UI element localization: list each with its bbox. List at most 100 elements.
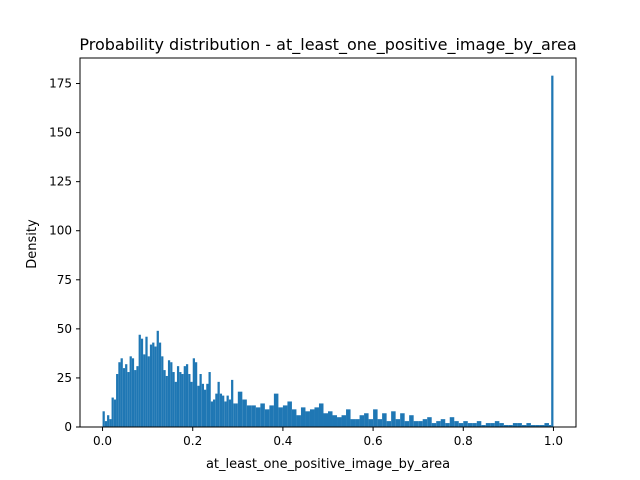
histogram-bar (422, 419, 428, 427)
histogram-bar (494, 421, 500, 427)
x-tick-label: 0.2 (183, 434, 202, 448)
y-tick-label: 75 (57, 273, 72, 287)
histogram-bar (206, 383, 209, 427)
histogram-bar (208, 372, 211, 427)
histogram-bar (436, 421, 441, 427)
histogram-bar (161, 356, 164, 427)
histogram-bar (328, 411, 333, 427)
histogram-bar (526, 423, 531, 427)
histogram-bar (251, 405, 256, 427)
histogram-bar (296, 415, 301, 427)
histogram-bar (111, 397, 114, 427)
histogram-bar (291, 409, 297, 427)
histogram-bar (152, 342, 155, 427)
histogram-bar (364, 413, 369, 427)
histogram-bar (512, 423, 518, 427)
histogram-bar (269, 405, 274, 427)
histogram-bar (463, 421, 468, 427)
histogram-bar (445, 423, 450, 427)
histogram-bar (149, 344, 153, 427)
histogram-bar (172, 372, 175, 427)
histogram-bar (134, 370, 137, 427)
histogram-bar (194, 362, 198, 427)
histogram-bar (131, 358, 135, 427)
histogram-bar (551, 75, 554, 427)
histogram-bar (163, 370, 166, 427)
histogram-bar (431, 423, 437, 427)
histogram-bar (260, 403, 265, 427)
histogram-bar (197, 385, 200, 427)
x-tick-label: 1.0 (544, 434, 563, 448)
histogram-bar (476, 421, 482, 427)
histogram-bar (158, 342, 162, 427)
histogram-bar (127, 372, 130, 427)
histogram-bar (454, 421, 459, 427)
histogram-bar (499, 423, 504, 427)
histogram-bar (539, 425, 545, 427)
histogram-bar (113, 399, 117, 427)
plot-frame (79, 57, 577, 428)
histogram-bar (395, 419, 401, 427)
y-tick-label: 175 (49, 77, 72, 91)
histogram-bar (242, 399, 247, 427)
histogram-bar (156, 330, 159, 427)
histogram-bar (129, 356, 132, 427)
histogram-bar (346, 409, 351, 427)
histogram-bar (143, 354, 146, 427)
histogram-bar (147, 356, 150, 427)
histogram-bar (109, 419, 112, 427)
histogram-bar (427, 417, 432, 427)
x-tick-label: 0.0 (93, 434, 112, 448)
histogram-bar (145, 336, 148, 427)
histogram-bar (255, 407, 261, 427)
histogram-bar (199, 374, 202, 427)
y-tick-label: 125 (49, 175, 72, 189)
x-tick-label: 0.6 (364, 434, 383, 448)
histogram-bar (246, 405, 252, 427)
histogram-bar (409, 415, 414, 427)
histogram-bar (373, 409, 378, 427)
histogram-bar (217, 381, 220, 427)
histogram-bar (116, 374, 119, 427)
histogram-bar (237, 391, 243, 427)
histogram-bar (185, 364, 189, 427)
histogram-bar (215, 393, 218, 427)
histogram-bar (235, 403, 238, 427)
y-tick-label: 0 (64, 420, 72, 434)
y-tick-label: 150 (49, 126, 72, 140)
histogram-bar (154, 346, 157, 427)
y-tick-label: 100 (49, 224, 72, 238)
histogram-bar (391, 411, 396, 427)
histogram-bar (204, 389, 207, 427)
histogram-bar (165, 375, 168, 427)
histogram-bar (472, 423, 477, 427)
histogram-bar (467, 423, 473, 427)
histogram-bar (138, 334, 141, 427)
histogram-bar (167, 360, 171, 427)
histogram-bar (183, 366, 186, 427)
histogram-bar (233, 403, 236, 427)
histogram-bar (188, 374, 191, 427)
x-axis-ticks: 0.0 0.2 0.4 0.6 0.8 1.0 (93, 427, 563, 448)
histogram-bar (359, 415, 365, 427)
histogram-bar (273, 393, 279, 427)
histogram-bar (458, 423, 464, 427)
histogram-bar (413, 421, 419, 427)
histogram-bar (176, 366, 180, 427)
histogram-bar (201, 383, 204, 427)
histogram-bar (490, 423, 495, 427)
histogram-bar (226, 395, 229, 427)
histogram-bar (404, 421, 410, 427)
histogram-bar (355, 419, 360, 427)
histogram-bar (517, 423, 522, 427)
histogram-bar (400, 413, 405, 427)
histogram-bar (305, 411, 310, 427)
histogram-bar (104, 421, 108, 427)
histogram-bar (118, 362, 121, 427)
histogram-bars (102, 75, 554, 427)
histogram-bar (107, 415, 110, 427)
histogram-bar (170, 362, 173, 427)
histogram-bar (140, 338, 144, 427)
